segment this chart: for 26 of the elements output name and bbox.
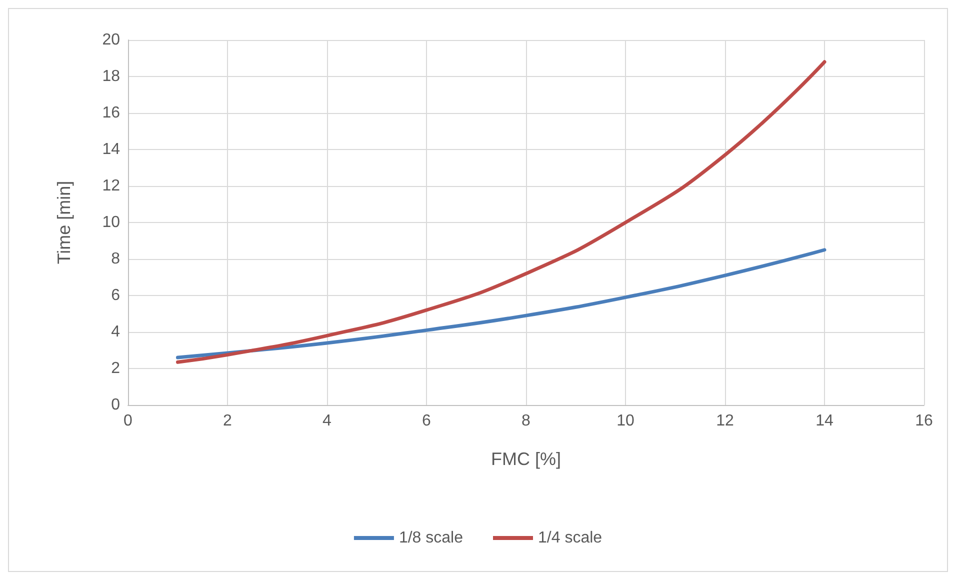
x-tick-label: 10 bbox=[616, 412, 634, 430]
x-axis-title: FMC [%] bbox=[491, 449, 561, 469]
x-tick-label: 8 bbox=[522, 412, 531, 430]
x-tick-label: 6 bbox=[422, 412, 432, 430]
y-axis-title: Time [min] bbox=[54, 180, 74, 264]
y-tick-label: 10 bbox=[102, 214, 120, 231]
y-tick-label: 4 bbox=[111, 324, 120, 340]
line-series bbox=[176, 60, 826, 364]
x-tick-label: 2 bbox=[223, 412, 232, 430]
x-tick-label: 16 bbox=[915, 412, 933, 430]
legend-label: 1/4 scale bbox=[538, 530, 602, 546]
x-tick-label: 14 bbox=[816, 412, 834, 430]
y-tick-label: 16 bbox=[102, 104, 120, 122]
y-tick-label: 18 bbox=[102, 68, 120, 85]
x-tick-label: 12 bbox=[716, 412, 734, 430]
x-tick-label: 0 bbox=[124, 412, 133, 430]
y-tick-label: 6 bbox=[111, 287, 120, 304]
line-series bbox=[176, 248, 826, 360]
y-tick-label: 20 bbox=[102, 32, 120, 48]
y-tick-label: 14 bbox=[102, 141, 120, 158]
legend-label: 1/8 scale bbox=[398, 530, 464, 546]
y-tick-label: 12 bbox=[102, 178, 120, 194]
y-tick-label: 0 bbox=[111, 396, 120, 414]
y-tick-label: 8 bbox=[111, 250, 120, 268]
x-tick-label: 4 bbox=[322, 412, 332, 430]
y-tick-label: 2 bbox=[111, 360, 120, 377]
